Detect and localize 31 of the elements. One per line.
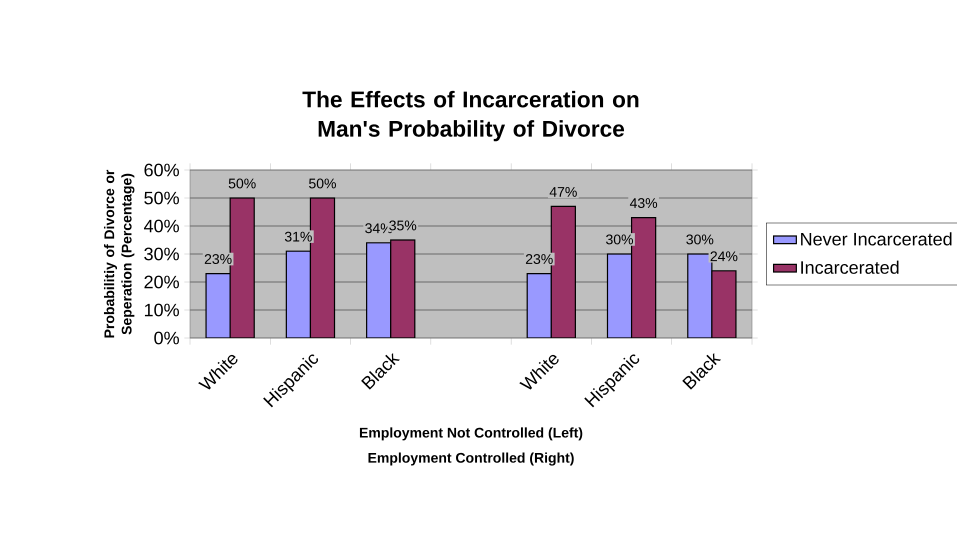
- y-axis-title: Probabilitiy of Divorce or Seperation (Percentage): [104, 170, 134, 338]
- y-tick-label: 20%: [144, 276, 179, 288]
- data-label: 43%: [630, 198, 658, 208]
- data-label: 31%: [284, 232, 312, 242]
- legend-label: Incarcerated: [801, 260, 898, 274]
- y-tick-label: 0%: [154, 332, 179, 344]
- y-tick-label: 40%: [144, 220, 179, 232]
- y-tick-label: 10%: [144, 304, 179, 316]
- y-tick-label: 60%: [144, 164, 179, 176]
- bar: [390, 239, 416, 338]
- data-label: 23%: [526, 254, 553, 264]
- bar: [687, 253, 712, 338]
- legend-label: Never Incarcerated: [801, 232, 952, 246]
- chart-title: The Effects of Incarceration on Man's Probability of Divorce: [302, 90, 638, 142]
- bar: [606, 253, 632, 338]
- text: Employment Controlled (Right): [368, 452, 574, 466]
- data-label: 47%: [550, 187, 577, 197]
- bar: [205, 273, 231, 338]
- data-label: 24%: [710, 251, 738, 262]
- data-label: 30%: [606, 234, 634, 244]
- bar: [711, 270, 737, 338]
- data-label: 23%: [204, 254, 232, 264]
- data-label: 50%: [309, 178, 336, 188]
- data-label: 50%: [228, 178, 256, 188]
- x-axis-title: Employment Not Controlled (Left): [360, 427, 582, 440]
- bar: [366, 242, 392, 338]
- y-tick-label: 50%: [144, 192, 179, 204]
- bar: [526, 273, 552, 338]
- bar: [286, 250, 312, 338]
- data-label: 30%: [686, 234, 714, 244]
- y-tick-label: 30%: [144, 248, 179, 260]
